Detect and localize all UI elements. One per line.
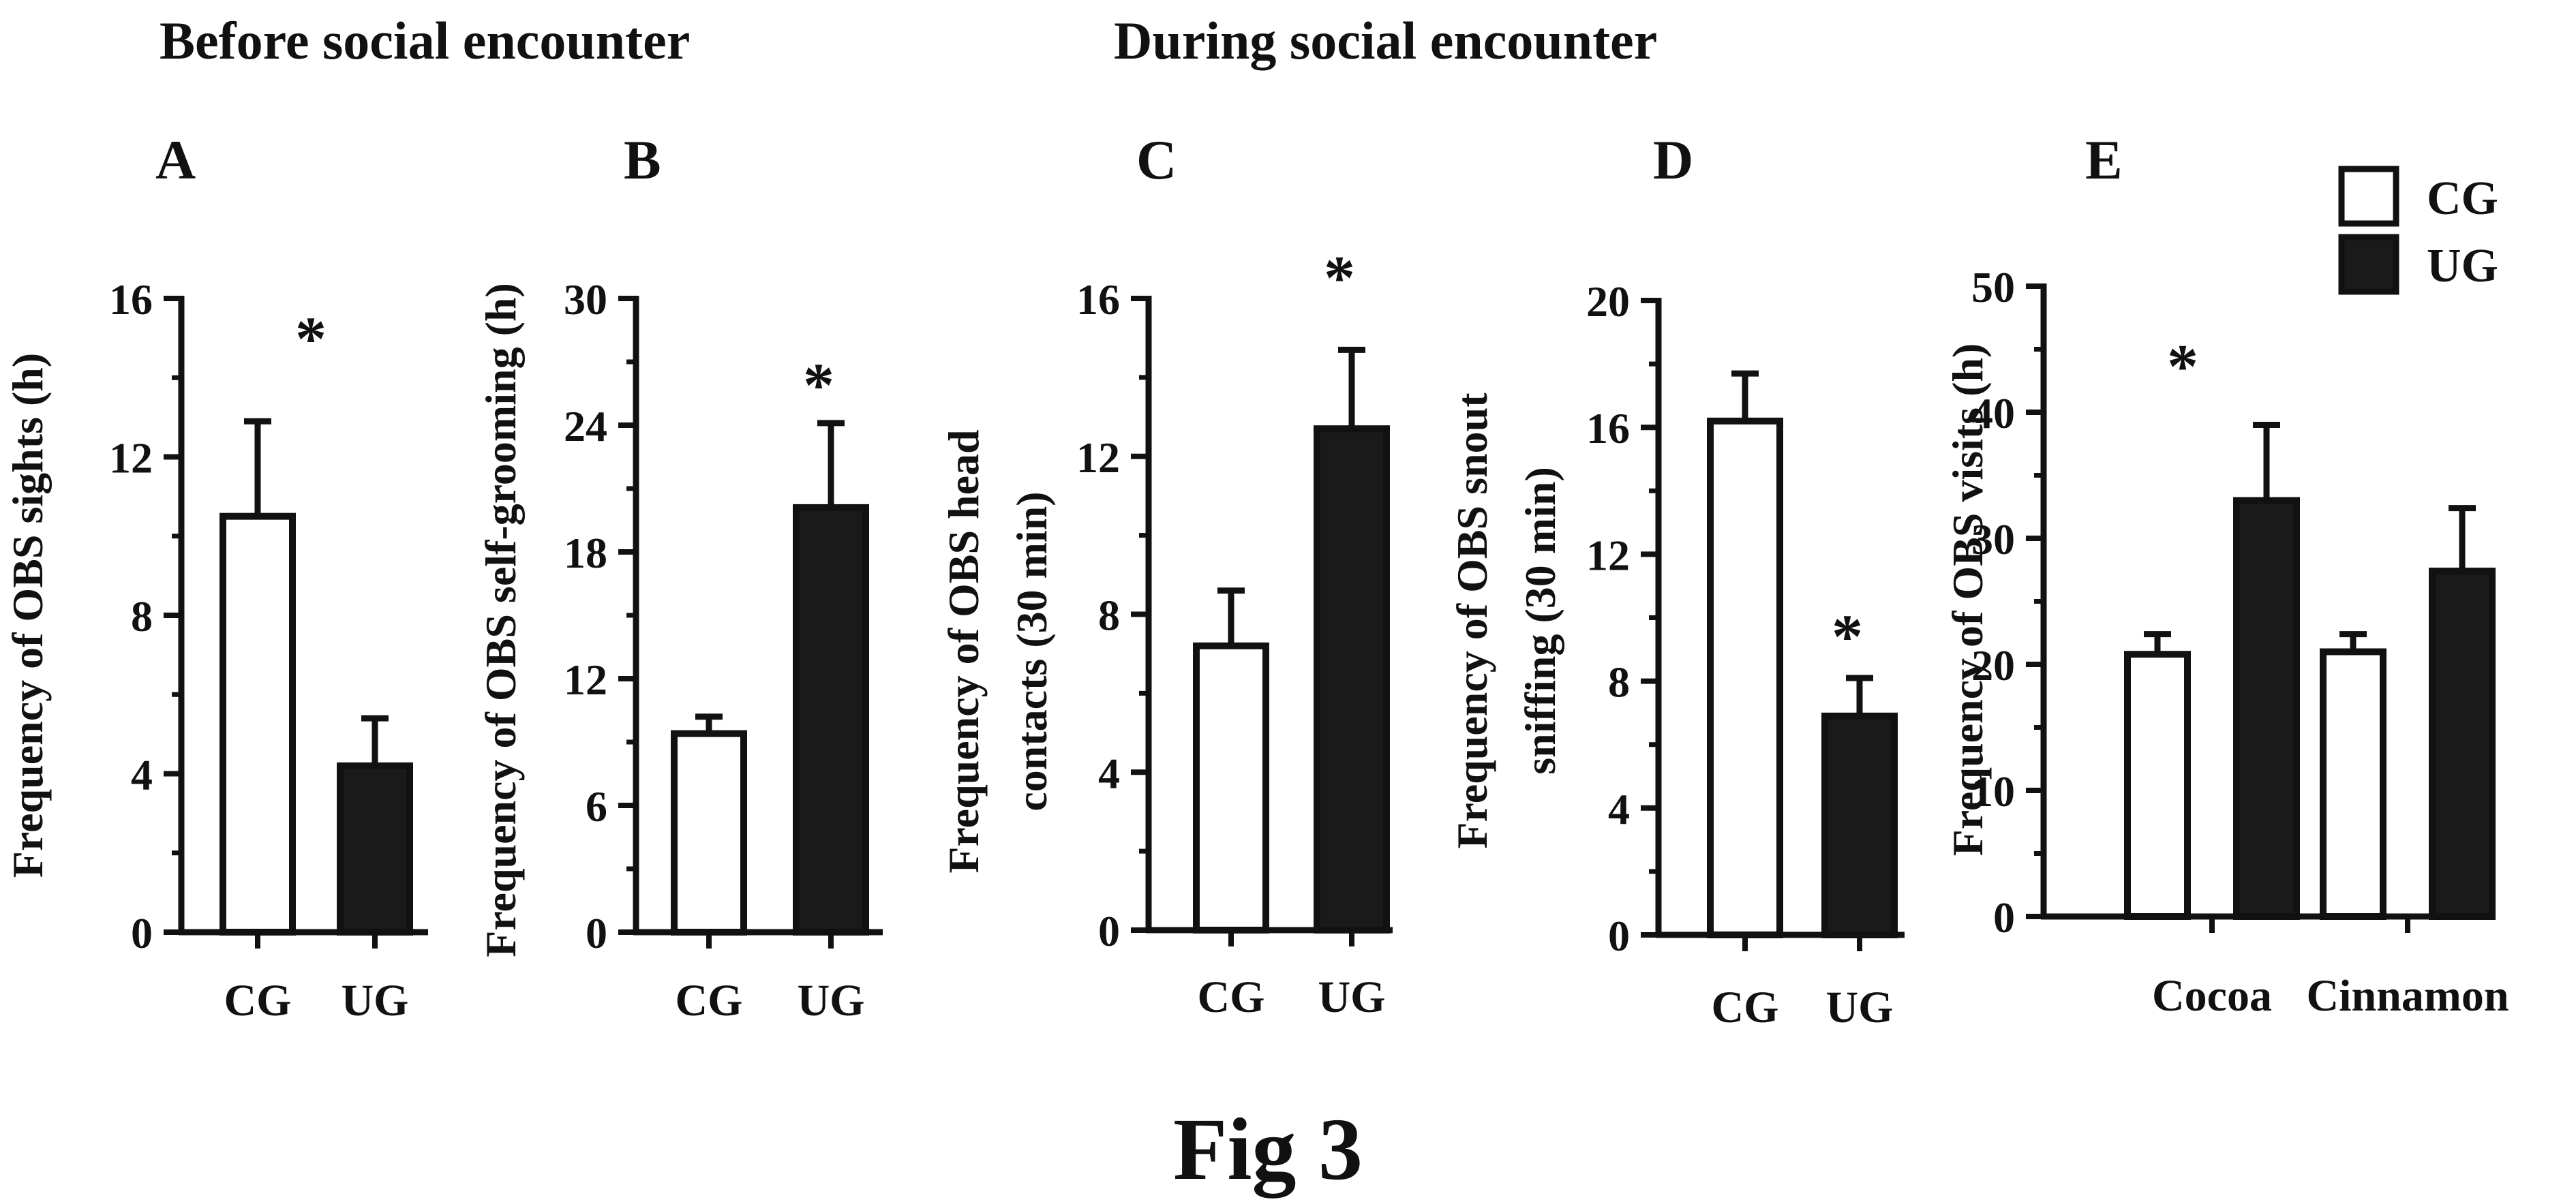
y-tick-label: 0 bbox=[131, 909, 153, 957]
y-tick-label: 0 bbox=[1098, 907, 1120, 955]
y-tick-label: 16 bbox=[1076, 275, 1120, 324]
bar bbox=[793, 504, 869, 936]
legend-swatch-cg bbox=[2338, 166, 2399, 227]
x-tick-label: Cocoa bbox=[2152, 971, 2272, 1021]
y-tick-label: 8 bbox=[1098, 591, 1120, 640]
panel-b: B 30 24 18 12 6 0 Frequency of OBS self-groomin… bbox=[476, 129, 883, 1026]
panel-letter: E bbox=[2085, 129, 2123, 191]
panel-a: A 16 12 8 4 0 Frequency of OBS sights (h) CG * UG bbox=[3, 129, 428, 1026]
x-tick-label: CG bbox=[676, 976, 743, 1026]
section-label-before: Before social encounter bbox=[160, 11, 690, 70]
x-tick-label: UG bbox=[1826, 983, 1894, 1032]
y-tick-label: 8 bbox=[1608, 658, 1630, 707]
significance-star: * bbox=[295, 304, 327, 373]
panel-c: C 16 12 8 4 0 Frequency of OBS head contacts (3… bbox=[939, 129, 1393, 1022]
x-tick-label: UG bbox=[798, 976, 865, 1026]
x-tick-label: UG bbox=[1318, 972, 1386, 1022]
y-tick-label: 0 bbox=[586, 909, 607, 957]
panel-letter: C bbox=[1136, 129, 1177, 191]
y-axis-label: Frequency of OBS self-grooming (h) bbox=[476, 283, 525, 957]
y-tick-label: 12 bbox=[1076, 433, 1120, 482]
y-tick-label: 0 bbox=[1608, 912, 1630, 960]
bar bbox=[337, 762, 413, 936]
panel-d: D 20 16 12 8 4 0 Frequency of OBS snout sniffing… bbox=[1448, 129, 1905, 1032]
y-tick-label: 50 bbox=[1971, 263, 2015, 311]
bar bbox=[1707, 417, 1783, 938]
y-tick-label: 4 bbox=[131, 751, 153, 799]
figure-caption: Fig 3 bbox=[1173, 1100, 1363, 1199]
y-tick-label: 24 bbox=[564, 402, 607, 450]
y-tick-label: 12 bbox=[564, 656, 607, 704]
y-tick-label: 6 bbox=[586, 782, 607, 831]
y-tick-label: 40 bbox=[1971, 389, 2015, 437]
x-tick-label: UG bbox=[342, 976, 409, 1026]
section-label-during: During social encounter bbox=[1114, 11, 1657, 70]
y-tick-label: 20 bbox=[1586, 277, 1630, 326]
panel-letter: A bbox=[155, 129, 196, 191]
x-tick-label: CG bbox=[224, 976, 292, 1026]
x-tick-label: CG bbox=[1712, 983, 1779, 1032]
y-axis-label: Frequency of OBS sights (h) bbox=[3, 353, 52, 878]
bar bbox=[2233, 497, 2300, 920]
y-tick-label: 12 bbox=[1586, 531, 1630, 579]
bar bbox=[2320, 648, 2386, 920]
y-axis-label-line2: sniffing (30 min) bbox=[1516, 467, 1564, 775]
significance-star: * bbox=[803, 350, 834, 420]
y-tick-label: 20 bbox=[1971, 641, 2015, 690]
y-axis-label: Frequency of OBS visits (h) bbox=[1943, 343, 1992, 857]
y-tick-label: 18 bbox=[564, 529, 607, 577]
y-tick-label: 10 bbox=[1971, 767, 2015, 816]
x-tick-label: CG bbox=[1198, 972, 1265, 1022]
y-tick-label: 30 bbox=[1971, 515, 2015, 564]
x-tick-label: Cinnamon bbox=[2306, 971, 2509, 1021]
y-tick-label: 16 bbox=[1586, 404, 1630, 452]
bar bbox=[671, 730, 747, 936]
y-axis-label: Frequency of OBS head bbox=[939, 429, 988, 873]
bar bbox=[1314, 425, 1390, 934]
significance-star: * bbox=[1324, 243, 1355, 312]
y-axis-label: Frequency of OBS snout bbox=[1448, 392, 1496, 849]
legend-label-ug: UG bbox=[2427, 240, 2498, 292]
y-tick-label: 30 bbox=[564, 275, 607, 324]
bar bbox=[219, 512, 296, 936]
y-tick-label: 16 bbox=[109, 275, 153, 324]
bar bbox=[1193, 642, 1269, 934]
legend-swatch-ug bbox=[2338, 234, 2399, 295]
bar bbox=[1821, 712, 1898, 939]
panel-letter: B bbox=[624, 129, 661, 191]
y-tick-label: 8 bbox=[131, 592, 153, 641]
y-tick-label: 12 bbox=[109, 434, 153, 482]
y-tick-label: 0 bbox=[1993, 893, 2015, 942]
legend: CG UG bbox=[2338, 166, 2498, 295]
y-axis-label-line2: contacts (30 min) bbox=[1007, 491, 1056, 811]
bar bbox=[2429, 568, 2496, 920]
significance-star: * bbox=[2167, 332, 2198, 401]
legend-label-cg: CG bbox=[2427, 172, 2498, 225]
significance-star: * bbox=[1832, 602, 1863, 671]
y-tick-label: 4 bbox=[1608, 785, 1630, 833]
panel-letter: D bbox=[1653, 129, 1693, 191]
bar bbox=[2124, 651, 2191, 920]
y-tick-label: 4 bbox=[1098, 749, 1120, 797]
